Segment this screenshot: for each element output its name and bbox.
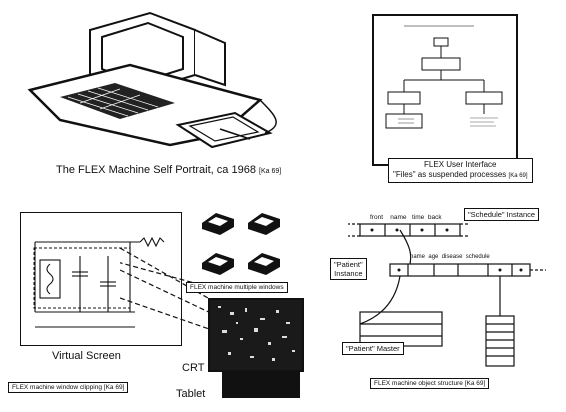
multiple-machines-illustration xyxy=(202,213,280,275)
crt-base xyxy=(222,370,300,398)
patient-field-name: name xyxy=(410,254,426,260)
user-interface-screen xyxy=(372,14,518,166)
user-interface-title: FLEX User Interface xyxy=(424,160,497,169)
patient-master-label: "Patient" Master xyxy=(342,342,404,355)
schedule-field-front: front xyxy=(370,214,384,221)
schedule-field-time: time xyxy=(411,214,425,221)
user-interface-caption-box: FLEX User Interface "Files" as suspended… xyxy=(388,158,533,183)
schedule-field-name: name xyxy=(390,214,407,221)
schedule-field-back: back xyxy=(427,214,442,221)
user-interface-cite: [Ka 69] xyxy=(508,173,528,179)
patient-instance-label-line1: "Patient" xyxy=(334,260,363,269)
flex-machine-drawing xyxy=(27,11,277,149)
window-clipping-caption: FLEX machine window clipping xyxy=(12,384,102,391)
crt-screen xyxy=(208,298,304,372)
object-structure-diagram xyxy=(348,223,546,367)
tablet-label: Tablet xyxy=(176,388,206,400)
clipping-projection-lines xyxy=(120,247,221,331)
process-tree-diagram xyxy=(385,25,503,129)
virtual-screen-label: Virtual Screen xyxy=(52,350,121,362)
self-portrait-cite: [Ka 69] xyxy=(259,168,282,175)
patient-field-schedule: schedule xyxy=(465,254,490,260)
object-structure-caption: FLEX machine object structure xyxy=(374,380,463,387)
crt-label: CRT xyxy=(182,362,205,374)
schedule-instance-label: "Schedule" Instance xyxy=(464,208,540,221)
self-portrait-caption: The FLEX Machine Self Portrait, ca 1968 xyxy=(56,164,256,176)
patient-field-age: age xyxy=(428,254,439,260)
crt-screen-noise xyxy=(218,306,295,361)
multiple-windows-label: FLEX machine multiple windows xyxy=(186,282,288,293)
user-interface-subtitle: "Files" as suspended processes xyxy=(393,170,507,179)
patient-instance-label-line2: Instance xyxy=(334,269,363,278)
patient-field-disease: disease xyxy=(441,254,463,260)
object-structure-cite: [Ka 69] xyxy=(464,380,486,387)
window-clipping-cite: [Ka 69] xyxy=(103,384,125,391)
